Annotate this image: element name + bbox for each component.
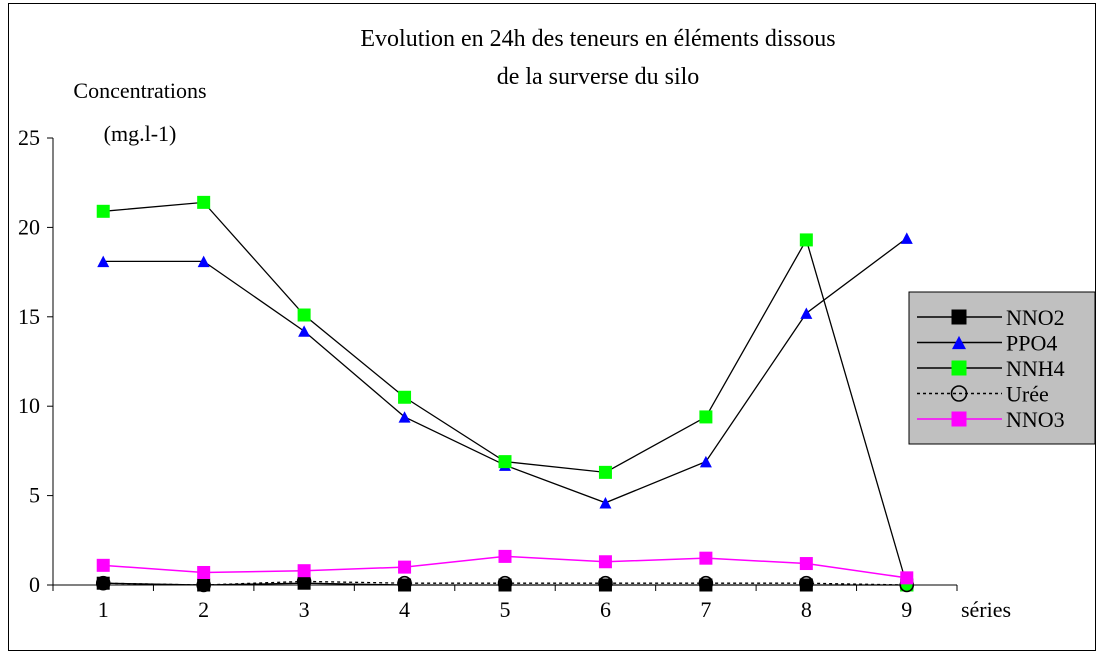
series-lines: [103, 201, 908, 586]
x-tick-label: 9: [901, 597, 912, 622]
data-point-nnh4: [699, 410, 713, 424]
data-point-ppo4: [398, 411, 411, 423]
data-point-nno3: [699, 551, 713, 565]
data-point-ppo4: [197, 255, 210, 268]
y-axis-label-line1: Concentrations: [73, 78, 206, 103]
data-point-ur-e: [799, 575, 814, 591]
x-tick-label: 5: [500, 597, 511, 622]
legend-marker-nnh4: [951, 360, 967, 376]
legend-label-nnh4: NNH4: [1006, 356, 1065, 381]
y-tick-label: 5: [29, 483, 40, 508]
legend-marker-ppo4: [952, 335, 966, 350]
legend-marker-ur-e: [950, 385, 968, 402]
data-point-nnh4: [96, 204, 110, 218]
data-point-ur-e: [598, 575, 613, 591]
data-point-nno3: [96, 558, 110, 572]
data-point-nno3: [598, 555, 612, 569]
y-axis-label-line2: (mg.l-1): [104, 121, 177, 146]
data-point-nno3: [297, 564, 311, 578]
data-point-ppo4: [699, 455, 712, 468]
series-line-ur-e: [103, 580, 907, 586]
data-point-nno3: [398, 560, 412, 574]
legend-label-ppo4: PPO4: [1006, 331, 1057, 356]
data-point-nnh4: [799, 233, 813, 247]
data-point-nno3: [799, 557, 813, 571]
legend-label-nno2: NNO2: [1006, 305, 1065, 330]
x-tick-label: 2: [198, 597, 209, 622]
data-point-nno3: [900, 571, 914, 585]
chart-title-line1: Evolution en 24h des teneurs en éléments…: [360, 26, 835, 52]
y-tick-label: 0: [29, 572, 40, 597]
y-tick-label: 10: [18, 393, 40, 418]
x-tick-label: 4: [399, 597, 410, 622]
data-point-ppo4: [97, 255, 110, 268]
data-point-ppo4: [900, 232, 913, 244]
series-markers: [95, 195, 915, 593]
x-tick-label: 3: [299, 597, 310, 622]
data-point-nnh4: [297, 308, 311, 322]
data-point-nnh4: [498, 455, 512, 469]
x-tick-label: 7: [700, 597, 711, 622]
y-tick-label: 15: [18, 304, 40, 329]
data-point-ppo4: [298, 325, 311, 337]
data-point-nno2: [197, 578, 211, 592]
data-point-ur-e: [95, 575, 111, 591]
data-point-nnh4: [598, 465, 612, 479]
series-line-nnh4: [103, 201, 908, 586]
x-tick-label: 1: [98, 597, 109, 622]
data-point-ppo4: [800, 307, 813, 319]
data-point-nno3: [197, 565, 211, 579]
data-point-ur-e: [497, 575, 513, 591]
data-point-nnh4: [398, 390, 412, 404]
x-tick-label: 6: [600, 597, 611, 622]
data-point-nno3: [498, 549, 512, 563]
chart-title-line2: de la surverse du silo: [497, 64, 700, 90]
data-point-nno2: [96, 576, 110, 590]
axes: 0 5 10 15 20 25 1 2 3 4 5 6 7 8 9: [18, 125, 958, 622]
data-point-nnh4: [197, 195, 211, 209]
data-point-ppo4: [599, 497, 612, 509]
x-tick-label: 8: [801, 597, 812, 622]
y-tick-label: 25: [18, 125, 40, 150]
data-point-ur-e: [698, 575, 714, 591]
y-tick-label: 20: [18, 214, 40, 239]
legend-label-nno3: NNO3: [1006, 407, 1065, 432]
legend-marker-nno3: [951, 411, 967, 427]
legend-marker-nno2: [951, 309, 967, 325]
x-axis-label: séries: [961, 597, 1011, 622]
legend-label-ur-e: Urée: [1006, 382, 1049, 407]
data-point-ur-e: [397, 575, 412, 591]
